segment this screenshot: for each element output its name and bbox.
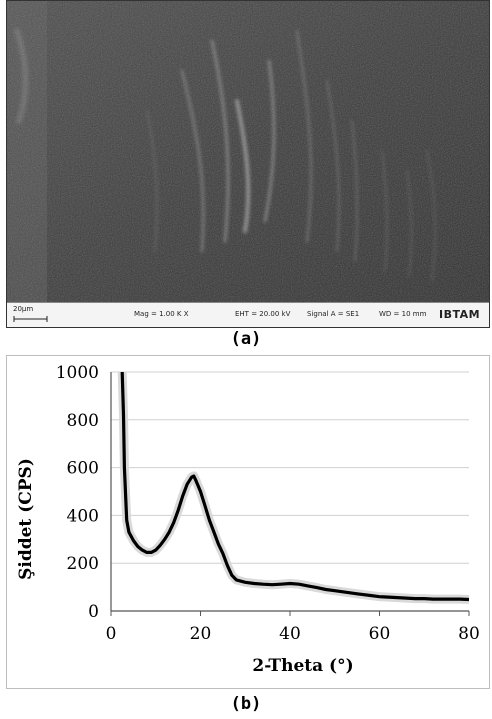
sem-data-bar: 20µm Mag = 1.00 K X EHT = 20.00 kV Signa… <box>7 302 489 327</box>
sem-image <box>7 1 489 303</box>
caption-a: (a) <box>230 329 262 349</box>
x-tick-label-0: 0 <box>106 624 117 644</box>
xrd-chart: 0 200 400 600 800 1000 0 20 40 60 80 2-Theta (°) … <box>6 355 490 689</box>
series-halo <box>117 371 470 604</box>
y-tick-label-200: 200 <box>67 554 99 574</box>
caption-b: (b) <box>230 694 262 714</box>
x-tick-label-40: 40 <box>279 624 301 644</box>
y-axis-label: Şiddet (CPS) <box>16 458 36 580</box>
y-tick-label-600: 600 <box>67 459 99 479</box>
gridlines <box>111 371 469 564</box>
y-tick-label-400: 400 <box>67 506 99 526</box>
sem-micrograph: 20µm Mag = 1.00 K X EHT = 20.00 kV Signa… <box>6 0 490 328</box>
x-axis-label: 2-Theta (°) <box>252 656 353 676</box>
signal-detector: Signal A = SE1 <box>307 310 360 318</box>
x-tick-label-60: 60 <box>369 624 391 644</box>
magnification: Mag = 1.00 K X <box>134 310 189 318</box>
x-tick-label-80: 80 <box>458 624 480 644</box>
axes <box>110 372 469 612</box>
series-line <box>120 371 470 602</box>
eht-voltage: EHT = 20.00 kV <box>235 310 291 318</box>
y-ticks: 0 200 400 600 800 1000 <box>56 363 99 622</box>
y-tick-label-1000: 1000 <box>56 363 99 383</box>
y-tick-label-0: 0 <box>88 602 99 622</box>
scale-bar <box>13 316 48 322</box>
x-ticks: 0 20 40 60 80 <box>106 611 480 644</box>
x-tick-label-20: 20 <box>190 624 212 644</box>
lab-brand: IBTAM <box>439 308 481 321</box>
working-distance: WD = 10 mm <box>379 310 427 318</box>
scale-bar-label: 20µm <box>13 305 34 313</box>
y-tick-label-800: 800 <box>67 411 99 431</box>
